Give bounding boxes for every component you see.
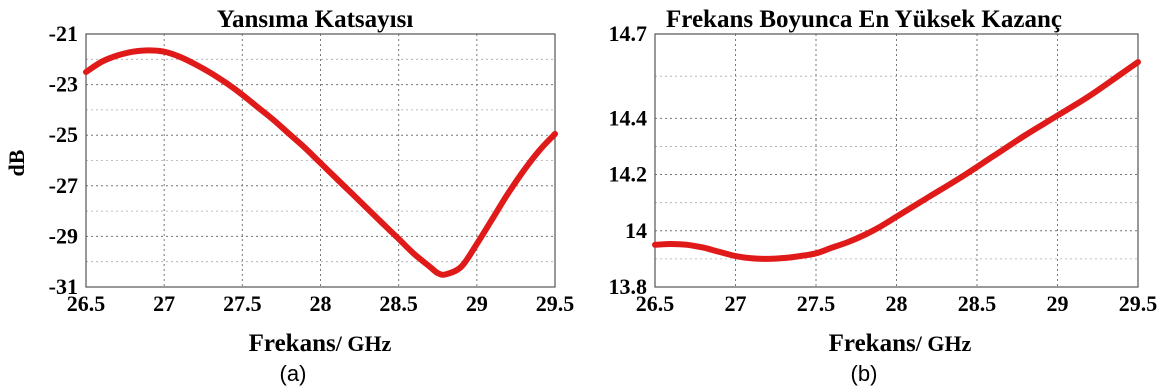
x-tick-label: 28.5: [958, 291, 997, 316]
series-layer: [652, 59, 1141, 262]
x-tick-label: 27: [153, 291, 175, 316]
x-tick-label: 28: [886, 291, 908, 316]
x-tick-label: 29: [466, 291, 488, 316]
x-axis-label-main: Frekans: [829, 330, 916, 357]
x-tick-label: 29.5: [536, 291, 575, 316]
x-tick-label: 26.5: [67, 291, 106, 316]
y-tick-label: -27: [49, 173, 78, 198]
y-axis-label: dB: [4, 149, 29, 176]
x-axis-label-unit: / GHz: [915, 331, 972, 356]
chart-max-gain: Frekans Boyunca En Yüksek Kazanç 26.5 27 2…: [609, 6, 1158, 386]
y-tick-label: 14: [625, 218, 647, 243]
y-tick-label: -25: [49, 122, 78, 147]
x-tick-label: 28: [310, 291, 332, 316]
y-tick-label: -23: [49, 72, 78, 97]
chart-title: Yansıma Katsayısı: [217, 6, 414, 33]
grid: [86, 34, 555, 287]
chart-title: Frekans Boyunca En Yüksek Kazanç: [666, 6, 1062, 33]
x-tick-labels: 26.5 27 27.5 28 28.5 29 29.5: [636, 291, 1158, 316]
y-tick-label: 14.4: [609, 105, 648, 130]
x-axis-label: Frekans/ GHz: [249, 330, 392, 357]
y-tick-label: -29: [49, 223, 78, 248]
y-tick-label: 14.7: [609, 21, 648, 46]
y-tick-label: 14.2: [609, 162, 648, 187]
y-tick-label: -31: [49, 274, 78, 299]
y-tick-labels: 14.7 14.4 14.2 14 13.8: [609, 21, 648, 299]
x-tick-label: 29: [1047, 291, 1069, 316]
x-axis-label-unit: / GHz: [335, 331, 392, 356]
chart-caption: (a): [280, 361, 307, 386]
series-line: [83, 47, 558, 278]
x-axis-label-main: Frekans: [249, 330, 336, 357]
chart-caption: (b): [851, 361, 878, 386]
y-tick-labels: -21 -23 -25 -27 -29 -31: [49, 21, 78, 299]
x-tick-labels: 26.5 27 27.5 28 28.5 29 29.5: [67, 291, 575, 316]
x-tick-label: 27.5: [223, 291, 262, 316]
y-tick-label: -21: [49, 21, 78, 46]
chart-reflection-coefficient: Yansıma Katsayısı dB 26.5 27 27.5 28 28.5 29 2…: [4, 6, 574, 386]
x-tick-label: 27.5: [797, 291, 836, 316]
x-tick-label: 29.5: [1119, 291, 1158, 316]
plot-frame: [654, 33, 1139, 288]
x-tick-label: 27: [725, 291, 747, 316]
plot-frame: [85, 33, 556, 288]
grid: [655, 34, 1138, 287]
series-layer: [83, 47, 558, 278]
x-tick-label: 26.5: [636, 291, 675, 316]
y-tick-label: 13.8: [609, 274, 648, 299]
x-tick-label: 28.5: [379, 291, 418, 316]
series-line: [652, 59, 1141, 262]
x-axis-label: Frekans/ GHz: [829, 330, 972, 357]
